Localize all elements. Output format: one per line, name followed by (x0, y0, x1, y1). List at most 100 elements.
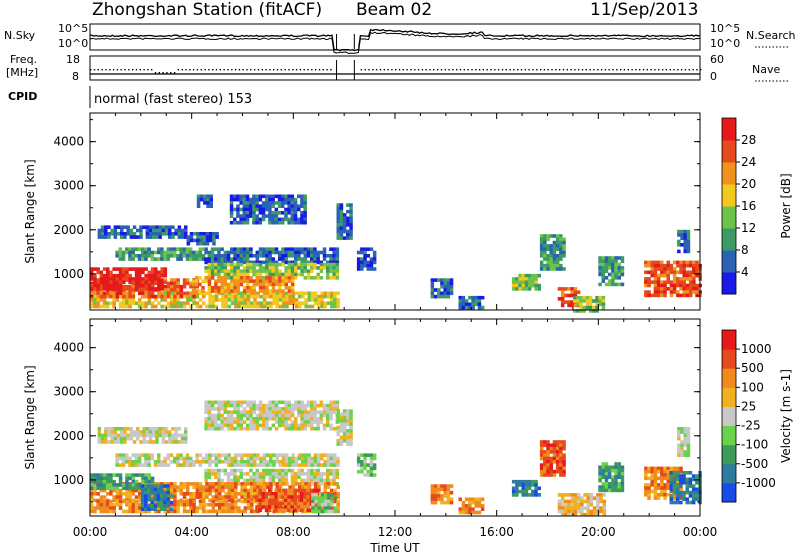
data-cell (691, 497, 696, 501)
data-cell (236, 482, 240, 486)
y-tick-label: 4000 (53, 135, 84, 149)
data-cell (173, 294, 177, 299)
data-cell (303, 207, 307, 212)
data-cell (204, 417, 208, 421)
data-cell (218, 298, 222, 302)
data-cell (653, 489, 658, 494)
data-cell (458, 299, 462, 303)
data-cell (221, 499, 225, 504)
data-cell (268, 214, 272, 218)
data-cell (682, 477, 686, 482)
data-cell (115, 486, 120, 491)
data-cell (265, 207, 269, 212)
freq-point (459, 69, 462, 71)
data-cell (294, 420, 298, 424)
data-cell (695, 290, 699, 294)
data-cell (683, 453, 687, 457)
data-cell (656, 469, 661, 474)
data-cell (559, 460, 563, 464)
data-cell (349, 425, 353, 430)
data-cell (258, 247, 263, 251)
data-cell (115, 298, 120, 302)
data-cell (572, 299, 577, 303)
data-cell (290, 250, 295, 255)
data-cell (449, 288, 454, 292)
data-cell (128, 503, 132, 507)
data-cell (205, 492, 209, 496)
data-cell (252, 475, 256, 479)
data-cell (139, 225, 143, 229)
data-cell (669, 466, 674, 471)
data-cell (666, 263, 670, 268)
data-cell (152, 228, 156, 233)
data-cell (620, 475, 625, 479)
data-cell (366, 463, 370, 467)
data-cell (573, 496, 578, 500)
data-cell (201, 460, 206, 464)
data-cell (614, 272, 618, 277)
data-cell (243, 453, 247, 457)
data-cell (601, 305, 606, 310)
data-cell (688, 500, 693, 505)
data-cell (166, 304, 171, 309)
data-cell (562, 473, 566, 477)
data-cell (271, 250, 276, 255)
data-cell (168, 440, 172, 444)
data-cell (246, 463, 251, 467)
data-cell (579, 309, 583, 313)
data-cell (549, 460, 553, 464)
data-cell (148, 430, 153, 434)
freq-point (593, 69, 595, 71)
data-cell (243, 304, 248, 309)
data-cell (449, 490, 454, 495)
data-cell (274, 217, 279, 222)
data-cell (314, 482, 318, 486)
data-cell (131, 506, 136, 510)
data-cell (221, 482, 225, 486)
data-cell (310, 400, 314, 405)
data-cell (208, 488, 212, 493)
data-cell (138, 288, 142, 292)
data-cell (153, 460, 158, 464)
data-cell (150, 504, 154, 508)
data-cell (211, 499, 216, 504)
data-cell (287, 201, 291, 205)
data-cell (230, 257, 234, 261)
data-cell (586, 496, 590, 500)
data-cell (290, 282, 295, 287)
data-cell (99, 280, 104, 285)
data-cell (122, 288, 126, 292)
data-cell (656, 483, 661, 487)
data-cell (249, 289, 253, 293)
data-cell (255, 272, 260, 277)
freq-point (669, 69, 671, 71)
data-cell (141, 277, 145, 281)
data-cell (614, 475, 618, 479)
data-cell (176, 284, 180, 289)
data-cell (316, 276, 320, 280)
data-cell (333, 291, 337, 296)
data-cell (663, 493, 667, 497)
data-cell (255, 420, 260, 424)
data-cell (177, 433, 182, 438)
data-cell (233, 463, 238, 467)
data-cell (306, 276, 311, 280)
data-cell (93, 273, 97, 278)
data-cell (227, 503, 232, 507)
data-cell (236, 247, 240, 251)
data-cell (356, 260, 361, 265)
data-cell (274, 282, 279, 287)
data-cell (650, 263, 654, 268)
data-cell (262, 488, 267, 493)
data-cell (300, 257, 304, 261)
data-cell (580, 512, 584, 517)
data-cell (122, 499, 126, 504)
data-cell (265, 269, 269, 273)
data-cell (210, 254, 215, 258)
data-cell (234, 482, 238, 486)
data-cell (294, 301, 299, 305)
data-cell (303, 488, 307, 493)
data-cell (329, 403, 333, 408)
data-cell (620, 478, 625, 483)
data-cell (559, 446, 563, 451)
